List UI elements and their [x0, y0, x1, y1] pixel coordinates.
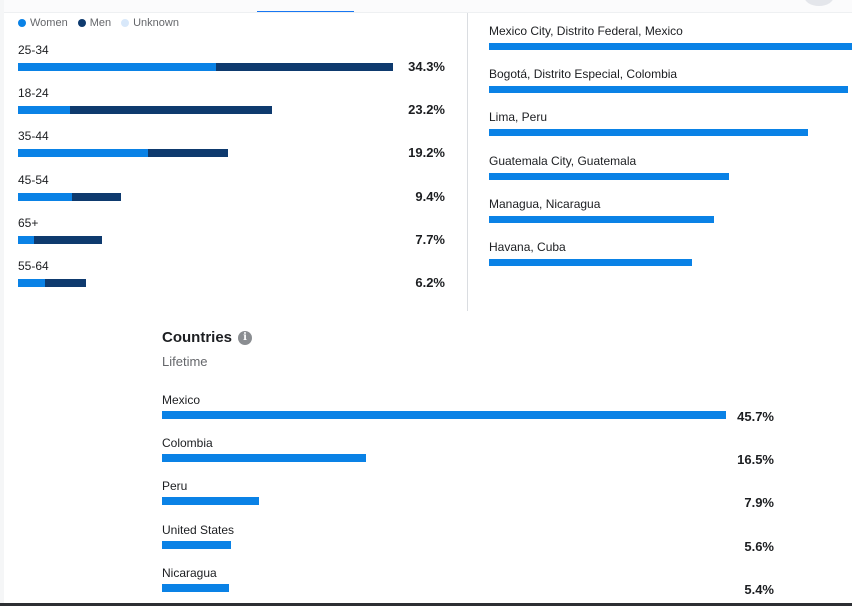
- age-bar-segment-women: [18, 279, 46, 287]
- city-bar: [489, 215, 715, 223]
- country-label: Nicaragua: [162, 565, 217, 580]
- city-row[interactable]: Bogotá, Distrito Especial, Colombia: [489, 67, 852, 107]
- age-label: 65+: [18, 215, 39, 230]
- age-bar-segment-women: [18, 149, 149, 158]
- city-row[interactable]: Havana, Cuba: [489, 240, 852, 280]
- top-tab-strip: [0, 0, 852, 12]
- legend-swatch-women: [18, 19, 26, 27]
- age-row[interactable]: 35-44 19.2%: [18, 129, 448, 169]
- age-percent: 9.4%: [415, 188, 445, 204]
- country-row[interactable]: Colombia 16.5%: [162, 436, 774, 476]
- city-label: Havana, Cuba: [489, 240, 566, 254]
- city-row[interactable]: Lima, Peru: [489, 110, 852, 150]
- legend-label-women: Women: [30, 17, 68, 29]
- country-percent: 7.9%: [744, 495, 774, 511]
- country-row[interactable]: Peru 7.9%: [162, 479, 774, 519]
- age-bar-segment-men: [215, 63, 393, 71]
- avatar[interactable]: [804, 0, 834, 6]
- countries-subtitle: Lifetime: [162, 354, 208, 369]
- city-row[interactable]: Guatemala City, Guatemala: [489, 154, 852, 194]
- city-label: Guatemala City, Guatemala: [489, 153, 637, 168]
- age-bar-segment-men: [45, 279, 86, 287]
- age-bar: [18, 106, 272, 115]
- legend-label-unknown: Unknown: [133, 17, 179, 29]
- countries-header: Countries i: [162, 329, 253, 346]
- age-percent: 19.2%: [408, 145, 445, 161]
- age-bar-segment-men: [34, 235, 103, 244]
- age-row[interactable]: 55-64 6.2%: [18, 259, 448, 299]
- age-bar: [18, 63, 393, 71]
- city-row[interactable]: Mexico City, Distrito Federal, Mexico: [489, 24, 852, 64]
- column-divider: [467, 13, 468, 311]
- city-bar: [489, 259, 693, 266]
- legend-label-men: Men: [89, 17, 112, 29]
- age-bar: [18, 235, 103, 244]
- country-row[interactable]: Nicaragua 5.4%: [162, 566, 774, 606]
- age-bar-segment-women: [18, 192, 72, 201]
- city-label: Bogotá, Distrito Especial, Colombia: [489, 67, 678, 82]
- age-percent: 34.3%: [408, 59, 445, 74]
- age-gender-legend: Women Men Unknown: [18, 15, 179, 31]
- bottom-border: [0, 603, 852, 606]
- left-edge: [0, 0, 4, 606]
- age-bar-segment-men: [148, 149, 228, 158]
- city-label: Managua, Nicaragua: [489, 196, 601, 211]
- legend-swatch-men: [77, 19, 86, 27]
- country-percent: 5.6%: [744, 538, 774, 554]
- age-row[interactable]: 65+ 7.7%: [18, 216, 448, 256]
- country-percent: 16.5%: [737, 452, 774, 468]
- age-bar: [18, 279, 86, 287]
- city-label: Mexico City, Distrito Federal, Mexico: [489, 24, 683, 38]
- country-bar: [162, 497, 260, 506]
- age-row[interactable]: 18-24 23.2%: [18, 86, 448, 126]
- country-label: Peru: [162, 479, 188, 494]
- country-percent: 45.7%: [737, 409, 774, 424]
- country-row[interactable]: Mexico 45.7%: [162, 393, 774, 433]
- age-bar-segment-women: [18, 106, 71, 115]
- age-bar-segment-women: [18, 235, 35, 244]
- age-label: 25-34: [18, 43, 49, 57]
- age-label: 35-44: [18, 129, 49, 144]
- top-divider: [0, 12, 852, 13]
- age-label: 45-54: [18, 172, 49, 187]
- country-bar: [162, 411, 726, 419]
- country-label: Mexico: [162, 393, 201, 407]
- age-bar-segment-women: [18, 63, 216, 71]
- country-bar: [162, 540, 232, 549]
- info-icon[interactable]: i: [238, 330, 253, 345]
- legend-item-men[interactable]: Men: [77, 17, 112, 29]
- city-bar: [489, 43, 852, 50]
- country-percent: 5.4%: [744, 581, 774, 597]
- age-row[interactable]: 45-54 9.4%: [18, 173, 448, 213]
- age-row[interactable]: 25-34 34.3%: [18, 43, 448, 83]
- city-label: Lima, Peru: [489, 110, 548, 125]
- city-row[interactable]: Managua, Nicaragua: [489, 197, 852, 237]
- country-bar: [162, 583, 229, 592]
- country-bar: [162, 454, 366, 463]
- age-bar-segment-men: [70, 106, 272, 115]
- countries-title: Countries: [162, 329, 233, 346]
- city-bar: [489, 86, 849, 94]
- legend-item-women[interactable]: Women: [18, 17, 68, 29]
- country-label: United States: [162, 522, 235, 537]
- legend-item-unknown[interactable]: Unknown: [121, 17, 179, 29]
- city-bar: [489, 129, 809, 137]
- age-bar: [18, 149, 228, 158]
- country-label: Colombia: [162, 436, 213, 451]
- age-bar: [18, 192, 121, 201]
- age-percent: 23.2%: [408, 102, 445, 118]
- age-bar-segment-men: [71, 192, 121, 201]
- country-row[interactable]: United States 5.6%: [162, 523, 774, 563]
- age-percent: 7.7%: [415, 231, 445, 247]
- age-percent: 6.2%: [415, 275, 445, 290]
- legend-swatch-unknown: [121, 19, 130, 27]
- age-label: 55-64: [18, 259, 49, 273]
- city-bar: [489, 172, 729, 180]
- age-label: 18-24: [18, 86, 49, 101]
